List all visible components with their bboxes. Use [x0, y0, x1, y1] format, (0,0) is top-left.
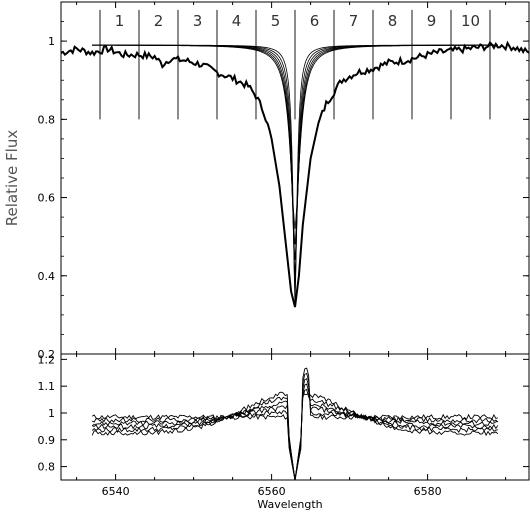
residual-line [91, 378, 498, 481]
y-tick-label: 0.4 [38, 270, 56, 283]
model-profile-line [92, 44, 498, 229]
residual-line [92, 383, 499, 481]
section-label: 4 [232, 12, 242, 30]
residual-line [91, 389, 499, 481]
bottom-plot-frame [60, 353, 530, 481]
x-tick-label: 6560 [258, 485, 286, 498]
bottom-y-tick-label: 0.9 [38, 434, 56, 447]
y-tick-label: 0.8 [38, 113, 56, 126]
x-tick-label: 6540 [102, 485, 130, 498]
section-label: 9 [427, 12, 437, 30]
bottom-y-tick-label: 1.2 [38, 353, 56, 366]
residual-curves [91, 367, 499, 481]
residual-line [91, 372, 499, 481]
y-axis-title: Relative Flux [3, 130, 21, 227]
y-tick-label: 0.6 [38, 192, 56, 205]
residual-line [91, 388, 498, 481]
bottom-y-ticks: 0.8 0.9 1 1.1 1.2 [38, 353, 529, 474]
bottom-y-tick-label: 1.1 [38, 380, 56, 393]
top-x-ticks [76, 2, 507, 354]
section-markers: 1 2 3 4 5 6 7 8 9 10 [99, 9, 491, 120]
x-tick-label: 6580 [414, 485, 442, 498]
section-label: 7 [349, 12, 359, 30]
section-label: 1 [115, 12, 125, 30]
bottom-y-tick-label: 0.8 [38, 461, 56, 474]
section-label: 5 [271, 12, 281, 30]
bottom-x-ticks: 6540 6560 6580 [76, 354, 507, 498]
model-profiles [92, 44, 498, 308]
section-label: 2 [154, 12, 164, 30]
section-label: 8 [388, 12, 398, 30]
section-label: 6 [310, 12, 320, 30]
top-y-ticks: 0.2 0.4 0.6 0.8 1 [38, 21, 529, 361]
y-tick-label: 1 [48, 35, 55, 48]
bottom-panel: 0.8 0.9 1 1.1 1.2 6540 6560 6580 Wavelength [38, 353, 530, 511]
section-label: 10 [461, 12, 480, 30]
bottom-y-tick-label: 1 [48, 407, 55, 420]
x-axis-title: Wavelength [257, 498, 322, 511]
y-tick-label: 0.2 [38, 348, 56, 361]
top-panel: Relative Flux 0.2 0.4 0.6 0.8 1 1 2 3 4 5 6 7 8 9 10 [3, 1, 530, 361]
section-label: 3 [193, 12, 203, 30]
observed-spectrum-line [60, 40, 530, 308]
